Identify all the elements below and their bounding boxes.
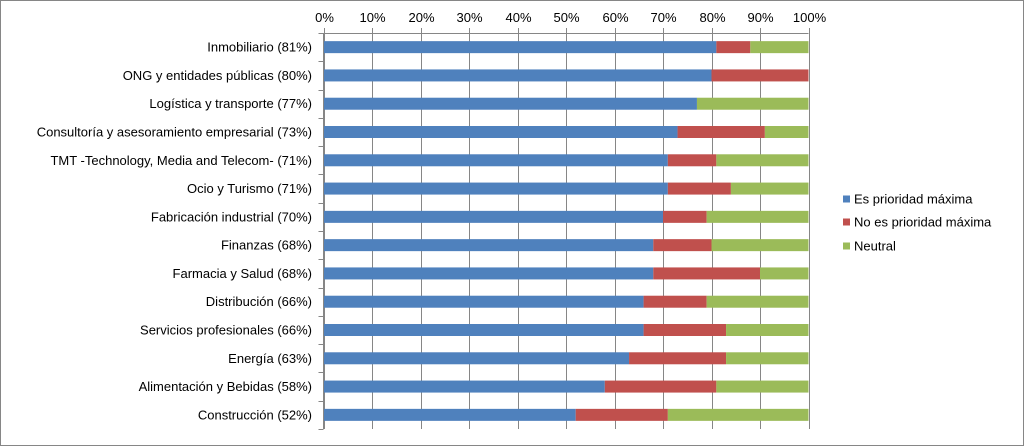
category-label: Servicios profesionales (66%) bbox=[140, 323, 312, 338]
bar-segment-series-1-row-1 bbox=[323, 41, 717, 54]
x-tick-label: 50% bbox=[553, 10, 579, 25]
category-label: Distribución (66%) bbox=[206, 294, 312, 309]
bar-segment-series-3-row-3 bbox=[696, 97, 809, 110]
bar-segment-series-1-row-11 bbox=[323, 324, 644, 336]
x-tick-label: 40% bbox=[505, 10, 531, 25]
bar-segment-series-2-row-4 bbox=[677, 126, 765, 138]
category-label: Construcción (52%) bbox=[198, 407, 312, 422]
bar-segment-series-2-row-7 bbox=[663, 210, 707, 223]
bar-segment-series-1-row-10 bbox=[323, 295, 644, 308]
bar-segment-series-2-row-14 bbox=[575, 408, 668, 421]
bar-segment-series-3-row-10 bbox=[706, 295, 809, 308]
category-label: Farmacia y Salud (68%) bbox=[173, 266, 312, 281]
x-tick-label: 80% bbox=[699, 10, 725, 25]
bar-segment-series-1-row-2 bbox=[323, 69, 712, 82]
bar-segment-series-2-row-11 bbox=[643, 324, 727, 336]
bar-segment-series-1-row-3 bbox=[323, 97, 697, 110]
x-tick-label: 0% bbox=[315, 10, 334, 25]
category-label: Logística y transporte (77%) bbox=[149, 96, 312, 111]
category-label: Inmobiliario (81%) bbox=[207, 40, 312, 55]
bar-segment-series-1-row-14 bbox=[323, 408, 576, 421]
legend-label: Neutral bbox=[854, 239, 896, 254]
legend-swatch bbox=[843, 195, 850, 203]
bar-segment-series-3-row-4 bbox=[764, 126, 809, 138]
bar-segment-series-1-row-9 bbox=[323, 267, 654, 280]
bar-segment-series-1-row-8 bbox=[323, 239, 654, 252]
bar-segment-series-2-row-6 bbox=[667, 182, 731, 195]
bar-segment-series-3-row-1 bbox=[750, 41, 809, 54]
bar-segment-series-2-row-8 bbox=[653, 239, 712, 252]
x-tick-label: 10% bbox=[359, 10, 385, 25]
bar-segment-series-3-row-14 bbox=[667, 408, 809, 421]
bar-segment-series-1-row-13 bbox=[323, 380, 605, 393]
bar-segment-series-1-row-5 bbox=[323, 154, 668, 167]
bars bbox=[323, 41, 809, 421]
bar-segment-series-1-row-12 bbox=[323, 352, 630, 365]
category-label: ONG y entidades públicas (80%) bbox=[123, 68, 312, 83]
category-label: TMT -Technology, Media and Telecom- (71%… bbox=[50, 153, 312, 168]
x-tick-label: 60% bbox=[602, 10, 628, 25]
bar-segment-series-3-row-7 bbox=[706, 210, 809, 223]
x-tick-label: 30% bbox=[456, 10, 482, 25]
bar-segment-series-2-row-13 bbox=[604, 380, 717, 393]
bar-segment-series-2-row-1 bbox=[716, 41, 751, 54]
bar-segment-series-2-row-10 bbox=[643, 295, 707, 308]
bar-segment-series-3-row-13 bbox=[716, 380, 809, 393]
bar-segment-series-2-row-5 bbox=[667, 154, 717, 167]
bar-segment-series-2-row-9 bbox=[653, 267, 760, 280]
bar-segment-series-1-row-7 bbox=[323, 210, 663, 223]
bar-segment-series-3-row-5 bbox=[716, 154, 809, 167]
x-tick-label: 20% bbox=[408, 10, 434, 25]
bar-segment-series-3-row-9 bbox=[760, 267, 809, 280]
category-label: Fabricación industrial (70%) bbox=[151, 209, 312, 224]
category-label: Alimentación y Bebidas (58%) bbox=[139, 379, 312, 394]
category-label: Energía (63%) bbox=[228, 351, 312, 366]
category-labels: Inmobiliario (81%) ONG y entidades públic… bbox=[37, 40, 312, 423]
bar-segment-series-1-row-4 bbox=[323, 126, 678, 138]
bar-segment-series-3-row-12 bbox=[726, 352, 809, 365]
legend-label: Es prioridad máxima bbox=[854, 192, 973, 207]
legend-label: No es prioridad máxima bbox=[854, 215, 992, 230]
category-label: Consultoría y asesoramiento empresarial … bbox=[37, 125, 312, 140]
category-label: Ocio y Turismo (71%) bbox=[187, 181, 312, 196]
bar-segment-series-3-row-6 bbox=[730, 182, 809, 195]
bar-segment-series-1-row-6 bbox=[323, 182, 668, 195]
legend: Es prioridad máxima No es prioridad máxim… bbox=[843, 192, 992, 254]
axes: 0% 10% 20% 30% 40% 50% 60% 70% 80% 90% 100% bbox=[315, 10, 827, 430]
x-tick-label: 100% bbox=[793, 10, 827, 25]
x-tick-label: 70% bbox=[650, 10, 676, 25]
x-tick-label: 90% bbox=[747, 10, 773, 25]
category-label: Finanzas (68%) bbox=[221, 238, 312, 253]
bar-segment-series-3-row-11 bbox=[726, 324, 809, 336]
bar-segment-series-3-row-8 bbox=[711, 239, 809, 252]
bar-segment-series-2-row-2 bbox=[711, 69, 809, 82]
legend-swatch bbox=[843, 242, 850, 250]
legend-swatch bbox=[843, 218, 850, 226]
bar-segment-series-2-row-12 bbox=[629, 352, 727, 365]
